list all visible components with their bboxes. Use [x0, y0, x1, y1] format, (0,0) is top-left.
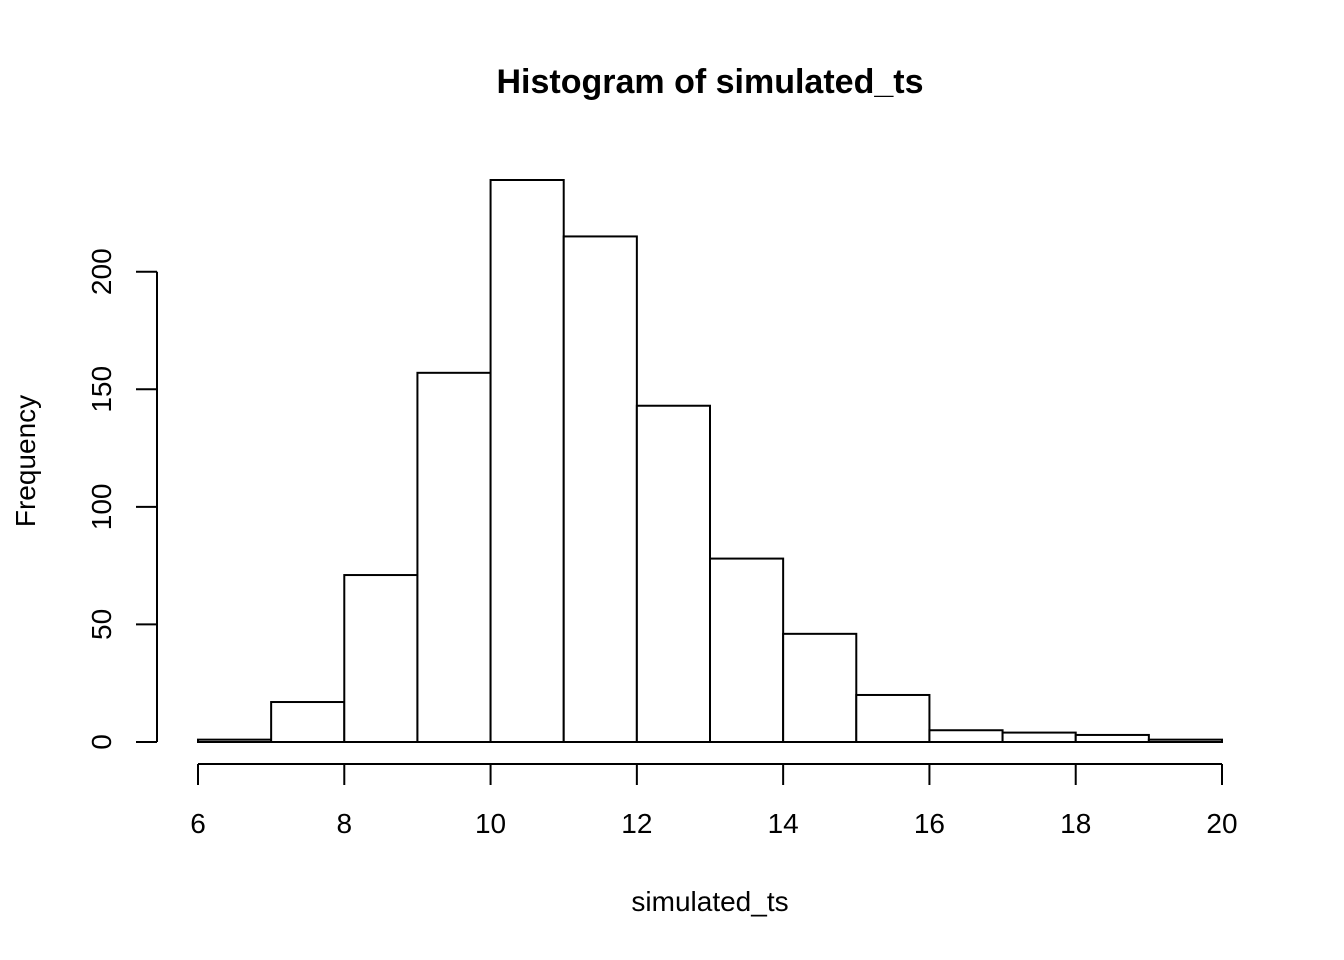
histogram-bar — [855, 693, 931, 743]
x-tick-label: 16 — [914, 808, 945, 839]
y-tick-label: 200 — [86, 248, 117, 295]
y-tick-label: 50 — [86, 609, 117, 640]
histogram-bar — [1001, 731, 1077, 743]
y-tick-label: 0 — [86, 734, 117, 750]
histogram-bar — [562, 235, 638, 743]
histogram-bar — [1074, 733, 1150, 744]
bars-group — [197, 179, 1224, 744]
x-tick-label: 12 — [621, 808, 652, 839]
histogram-bar — [197, 738, 273, 744]
histogram-bar — [489, 179, 565, 743]
histogram-bar — [270, 701, 346, 743]
x-tick-label: 10 — [475, 808, 506, 839]
y-tick-label: 150 — [86, 366, 117, 413]
x-tick-label: 6 — [190, 808, 206, 839]
y-tick-label: 100 — [86, 483, 117, 530]
histogram-bar — [709, 557, 785, 743]
x-tick-label: 8 — [336, 808, 352, 839]
y-axis: 0 50 100 150 200 — [86, 248, 158, 750]
x-tick-label: 14 — [768, 808, 799, 839]
histogram-bar — [928, 729, 1004, 743]
histogram-bar — [1147, 738, 1224, 744]
x-axis: 6 8 10 12 14 16 18 20 — [190, 763, 1238, 839]
histogram-bar — [416, 371, 492, 743]
x-tick-label: 20 — [1206, 808, 1237, 839]
histogram-bar — [782, 632, 858, 744]
y-axis-label: Frequency — [10, 395, 41, 527]
histogram-bar — [635, 404, 711, 743]
histogram-bar — [343, 574, 419, 743]
x-axis-label: simulated_ts — [631, 886, 788, 917]
x-tick-label: 18 — [1060, 808, 1091, 839]
chart-title: Histogram of simulated_ts — [497, 63, 924, 101]
